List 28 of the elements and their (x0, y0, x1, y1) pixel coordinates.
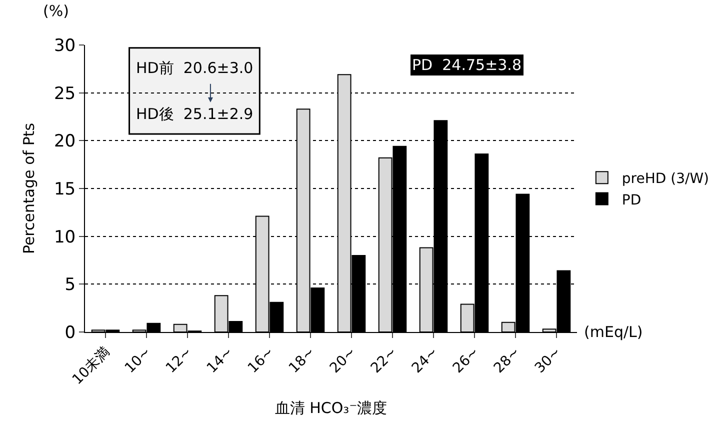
x-tick-label: 10未満 (70, 344, 114, 388)
legend-label: preHD (3/W) (622, 171, 710, 188)
x-axis-title: 血清 HCO₃⁻濃度 (274, 398, 388, 417)
y-tick-label: 0 (64, 322, 76, 343)
y-tick-label: 15 (54, 179, 76, 200)
y-tick-label: 30 (54, 36, 76, 56)
y-tick-label: 20 (54, 132, 76, 152)
x-tick-label: 10~ (122, 344, 154, 376)
annotation: HD後 25.1±2.9 (136, 105, 254, 123)
x-tick-label: 18~ (286, 344, 318, 376)
x-tick-label: 16~ (245, 344, 278, 376)
text: (%) (43, 2, 69, 20)
x-tick-label: 26~ (450, 344, 482, 376)
x-tick-label: 22~ (368, 344, 400, 376)
x-tick-label: 12~ (163, 344, 196, 376)
legend-label: PD (622, 192, 642, 208)
x-tick-label: 28~ (491, 344, 524, 376)
y-tick-label: 10 (54, 227, 76, 248)
x-tick-label: 20~ (327, 344, 360, 376)
x-tick-label: 14~ (204, 344, 236, 376)
text: (mEq/L) (584, 323, 643, 341)
y-tick-label: 5 (64, 275, 76, 296)
annotation: PD 24.75±3.8 (412, 56, 522, 74)
annotation: HD前 20.6±3.0 (136, 59, 254, 77)
x-tick-label: 24~ (409, 344, 442, 376)
y-axis-title: Percentage of Pts (20, 122, 38, 254)
x-tick-label: 30~ (532, 344, 564, 376)
y-tick-label: 25 (54, 84, 76, 104)
